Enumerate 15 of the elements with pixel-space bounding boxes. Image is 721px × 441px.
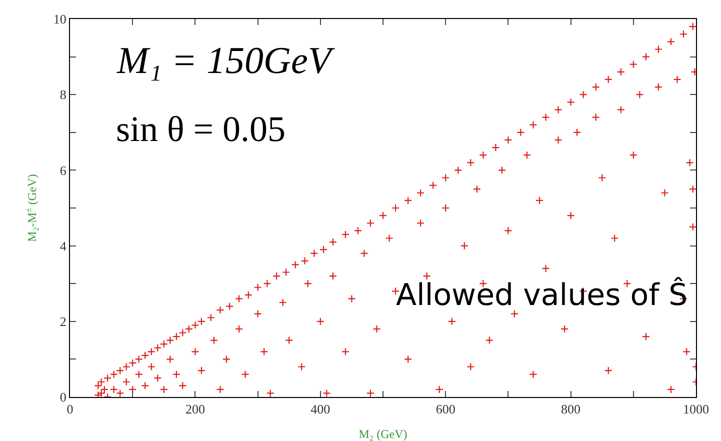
annotation: M₁ = 150GeV xyxy=(116,40,335,82)
y-tick-label: 8 xyxy=(60,87,66,102)
x-tick-label: 600 xyxy=(436,402,456,417)
y-tick-label: 0 xyxy=(60,390,66,405)
y-tick-label: 6 xyxy=(60,162,67,178)
annotation: Allowed values of Ŝ xyxy=(396,277,688,313)
y-tick-label: 10 xyxy=(53,12,66,27)
annotation: sin θ = 0.05 xyxy=(116,109,286,149)
x-tick-label: 400 xyxy=(310,402,330,417)
x-axis-title: M₂ (GeV) xyxy=(358,427,408,441)
x-tick-label: 200 xyxy=(185,402,205,417)
y-tick-label: 2 xyxy=(60,314,66,329)
x-tick-label: 800 xyxy=(561,402,581,417)
y-tick-label: 4 xyxy=(60,238,67,254)
x-tick-label: 1000 xyxy=(683,402,709,417)
